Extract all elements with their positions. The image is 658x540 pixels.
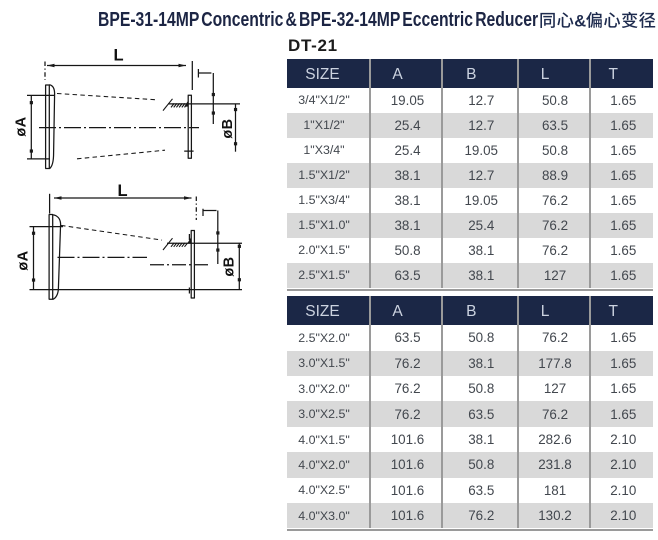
svg-text:øA: øA: [14, 116, 30, 136]
svg-text:L: L: [118, 182, 128, 200]
svg-text:øB: øB: [220, 118, 236, 138]
svg-text:&: &: [574, 13, 586, 31]
svg-text:L: L: [114, 47, 124, 65]
svg-text:øA: øA: [16, 250, 32, 270]
svg-text:øB: øB: [222, 256, 238, 276]
